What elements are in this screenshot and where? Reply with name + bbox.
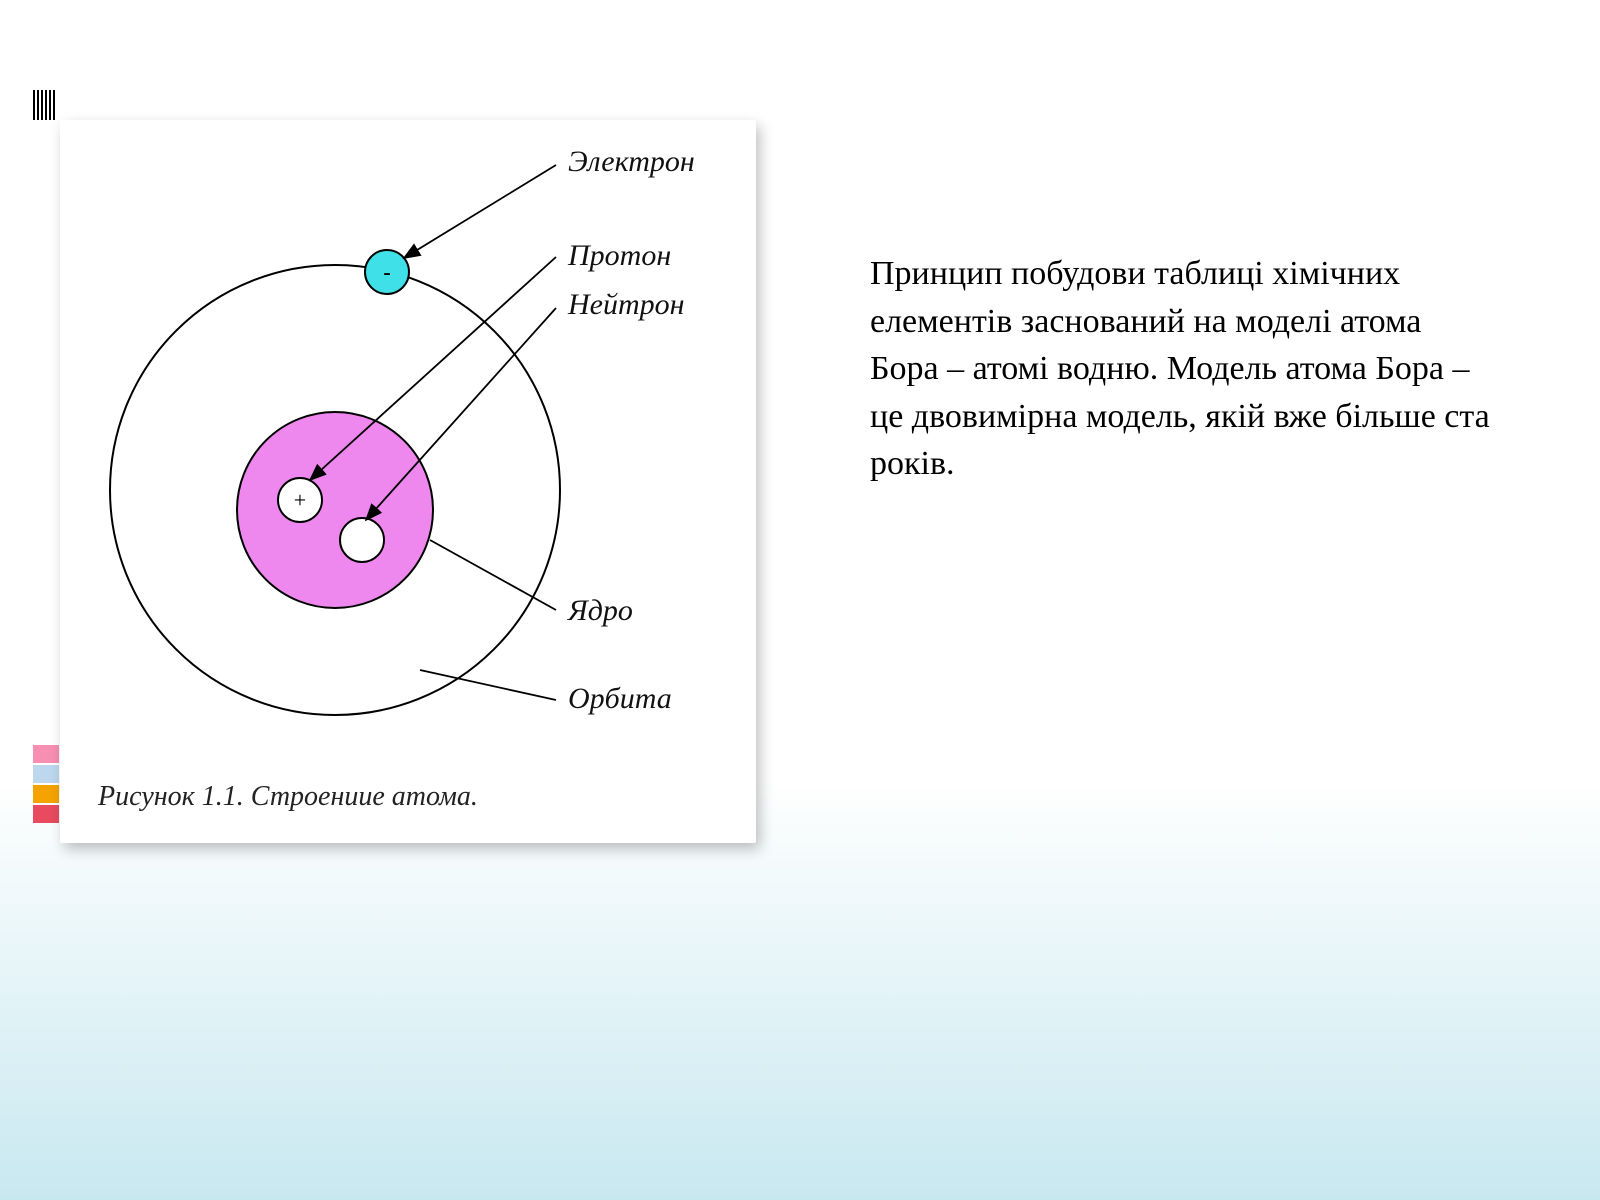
proton-symbol: + — [294, 488, 306, 513]
neutron-circle — [340, 518, 384, 562]
electron-symbol: - — [383, 260, 390, 285]
stripe-1 — [33, 745, 59, 763]
figure-caption: Рисунок 1.1. Строениие атома. — [98, 781, 478, 813]
pointer-neutron — [366, 308, 556, 520]
label-nucleus: Ядро — [568, 594, 633, 628]
pointer-electron — [404, 165, 556, 258]
pointer-nucleus — [430, 540, 556, 610]
stripe-3 — [33, 785, 59, 803]
label-electron: Электрон — [568, 145, 695, 179]
body-paragraph: Принцип побудови таблиці хімічних елемен… — [870, 250, 1490, 488]
atom-diagram-svg: + - — [60, 120, 756, 780]
label-orbit: Орбита — [568, 682, 672, 716]
side-stripes — [33, 745, 59, 825]
label-neutron: Нейтрон — [568, 288, 685, 322]
stripe-2 — [33, 765, 59, 783]
atom-diagram-card: + - Электрон Протон Нейтрон Ядро Орбита … — [60, 120, 756, 843]
pointer-orbit — [420, 670, 556, 700]
label-proton: Протон — [568, 239, 671, 273]
slide-corner-marker — [33, 90, 57, 120]
nucleus-circle — [237, 412, 433, 608]
stripe-4 — [33, 805, 59, 823]
